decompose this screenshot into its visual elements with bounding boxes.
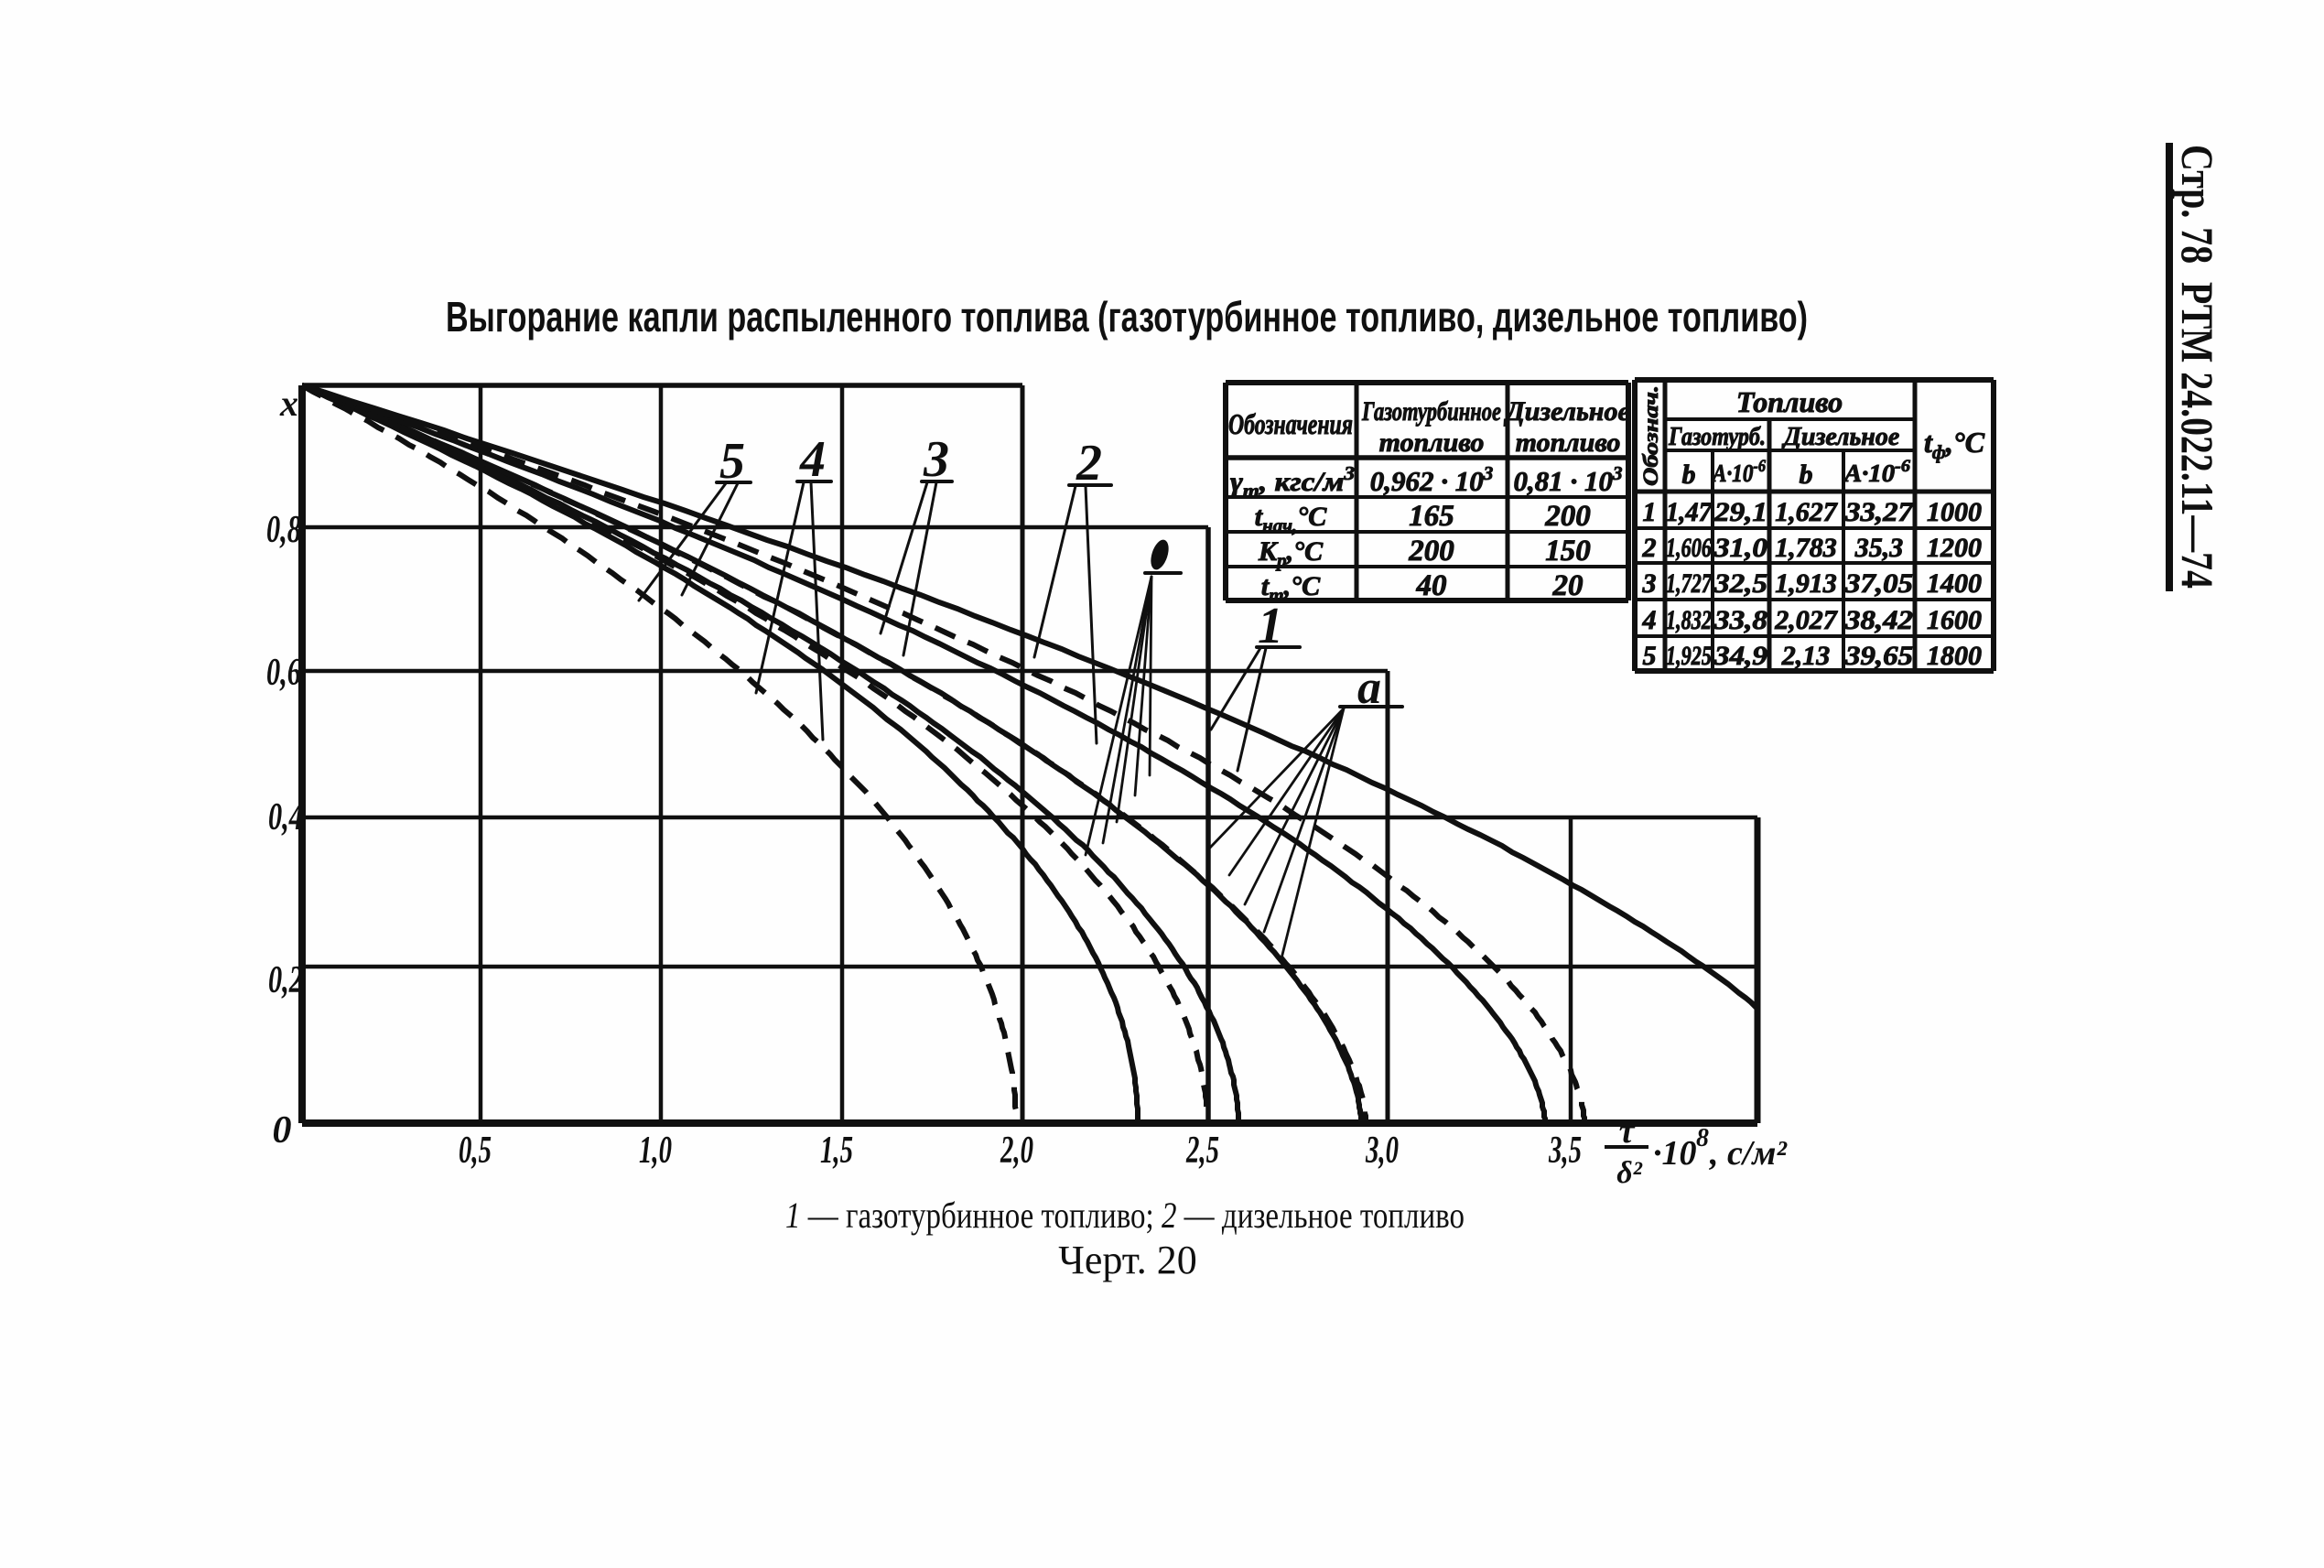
svg-text:29,1: 29,1 (1713, 497, 1767, 527)
svg-text:32,5: 32,5 (1713, 568, 1767, 599)
svg-text:200: 200 (1544, 500, 1591, 533)
svg-text:Дизельное: Дизельное (1503, 396, 1630, 427)
svg-text:1600: 1600 (1927, 605, 1982, 635)
svg-text:1,606: 1,606 (1666, 533, 1712, 563)
svg-text:1,925: 1,925 (1666, 641, 1712, 671)
svg-text:2: 2 (1076, 435, 1102, 492)
svg-text:1 — газотурбинное топливо; 2 —: 1 — газотурбинное топливо; 2 — дизельное… (785, 1195, 1465, 1236)
svg-text:Газотурбинное: Газотурбинное (1361, 396, 1501, 427)
svg-text:200: 200 (1408, 535, 1454, 568)
svg-text:2,5: 2,5 (1185, 1130, 1219, 1172)
svg-text:2: 2 (1642, 533, 1657, 563)
svg-text:1,832: 1,832 (1666, 605, 1712, 635)
svg-text:tф,°С: tф,°С (1924, 426, 1985, 463)
svg-text:1,727: 1,727 (1666, 568, 1713, 599)
svg-text:31,0: 31,0 (1713, 533, 1767, 563)
svg-text:Кр,°С: Кр,°С (1258, 536, 1324, 571)
svg-text:γт, кгс/м3: γт, кгс/м 3 (1230, 462, 1355, 502)
svg-text:2,0: 2,0 (1000, 1130, 1033, 1172)
svg-text:А·10-6: А·10-6 (1843, 457, 1911, 487)
svg-text:τ: τ (1619, 1112, 1636, 1151)
svg-text:3: 3 (923, 431, 949, 488)
svg-text:1800: 1800 (1927, 641, 1982, 671)
svg-text:tнач,°С: tнач,°С (1255, 502, 1327, 536)
svg-text:Обознач.: Обознач. (1639, 385, 1662, 486)
svg-text:20: 20 (1552, 569, 1584, 602)
svg-text:33,8: 33,8 (1713, 605, 1767, 635)
svg-text:, с/м²: , с/м² (1709, 1134, 1788, 1173)
svg-text:39,65: 39,65 (1844, 641, 1913, 671)
svg-text:0,5: 0,5 (459, 1130, 492, 1172)
svg-text:b: b (1800, 460, 1813, 490)
svg-text:топливо: топливо (1516, 427, 1621, 458)
svg-text:0,6: 0,6 (266, 652, 301, 694)
svg-text:tт,°С: tт,°С (1261, 571, 1321, 606)
svg-text:37,05: 37,05 (1844, 568, 1913, 599)
svg-text:3,0: 3,0 (1365, 1130, 1399, 1172)
svg-text:4: 4 (799, 431, 826, 488)
svg-text:1,47: 1,47 (1666, 497, 1713, 527)
svg-text:8: 8 (1696, 1124, 1709, 1152)
svg-text:δ²: δ² (1616, 1156, 1642, 1190)
svg-text:А·10-6: А·10-6 (1711, 457, 1766, 487)
svg-text:1,627: 1,627 (1775, 497, 1838, 527)
svg-text:Черт. 20: Черт. 20 (1058, 1238, 1196, 1282)
svg-text:1: 1 (1258, 598, 1283, 654)
svg-text:0,2: 0,2 (268, 959, 303, 1001)
svg-text:5: 5 (1643, 641, 1657, 671)
svg-text:2,027: 2,027 (1774, 605, 1838, 635)
svg-text:Дизельное: Дизельное (1781, 423, 1900, 451)
svg-text:а: а (1357, 662, 1381, 714)
svg-text:1,783: 1,783 (1775, 533, 1837, 563)
svg-text:0,81 · 103: 0,81 · 103 (1514, 462, 1623, 497)
svg-text:Выгорание капли распыленного т: Выгорание капли распыленного топлива (га… (446, 293, 1808, 341)
svg-text:b: b (1682, 460, 1696, 490)
svg-text:Газотурб.: Газотурб. (1668, 423, 1766, 451)
svg-text:1000: 1000 (1927, 497, 1982, 527)
svg-text:1,5: 1,5 (820, 1130, 853, 1172)
svg-text:2,13: 2,13 (1781, 641, 1831, 671)
svg-text:150: 150 (1545, 535, 1591, 568)
svg-text:35,3: 35,3 (1854, 533, 1904, 563)
svg-text:3,5: 3,5 (1548, 1130, 1582, 1172)
svg-text:33,27: 33,27 (1844, 497, 1914, 527)
svg-text:1,913: 1,913 (1775, 568, 1837, 599)
svg-text:0,962 · 103: 0,962 · 103 (1370, 462, 1494, 497)
svg-text:40: 40 (1416, 569, 1447, 602)
svg-text:Топливо: Топливо (1736, 385, 1843, 418)
svg-text:5: 5 (719, 433, 745, 490)
svg-text:x: x (279, 383, 298, 424)
svg-text:Обозначения: Обозначения (1228, 407, 1353, 440)
svg-text:1,0: 1,0 (639, 1130, 672, 1172)
svg-text:1: 1 (1643, 497, 1657, 527)
svg-text:165: 165 (1409, 500, 1454, 533)
svg-text:Стр. 78 РТМ 24.022.11—74: Стр. 78 РТМ 24.022.11—74 (2172, 145, 2223, 589)
svg-text:1200: 1200 (1927, 533, 1982, 563)
svg-text:34,9: 34,9 (1713, 641, 1767, 671)
svg-text:38,42: 38,42 (1844, 605, 1913, 635)
svg-text:·10: ·10 (1653, 1134, 1697, 1173)
svg-text:4: 4 (1642, 605, 1657, 635)
svg-text:0,4: 0,4 (268, 796, 303, 838)
svg-text:3: 3 (1642, 568, 1657, 599)
svg-text:0,8: 0,8 (266, 509, 301, 551)
svg-text:топливо: топливо (1379, 427, 1485, 458)
svg-text:0: 0 (273, 1109, 292, 1152)
svg-text:1400: 1400 (1927, 568, 1982, 599)
